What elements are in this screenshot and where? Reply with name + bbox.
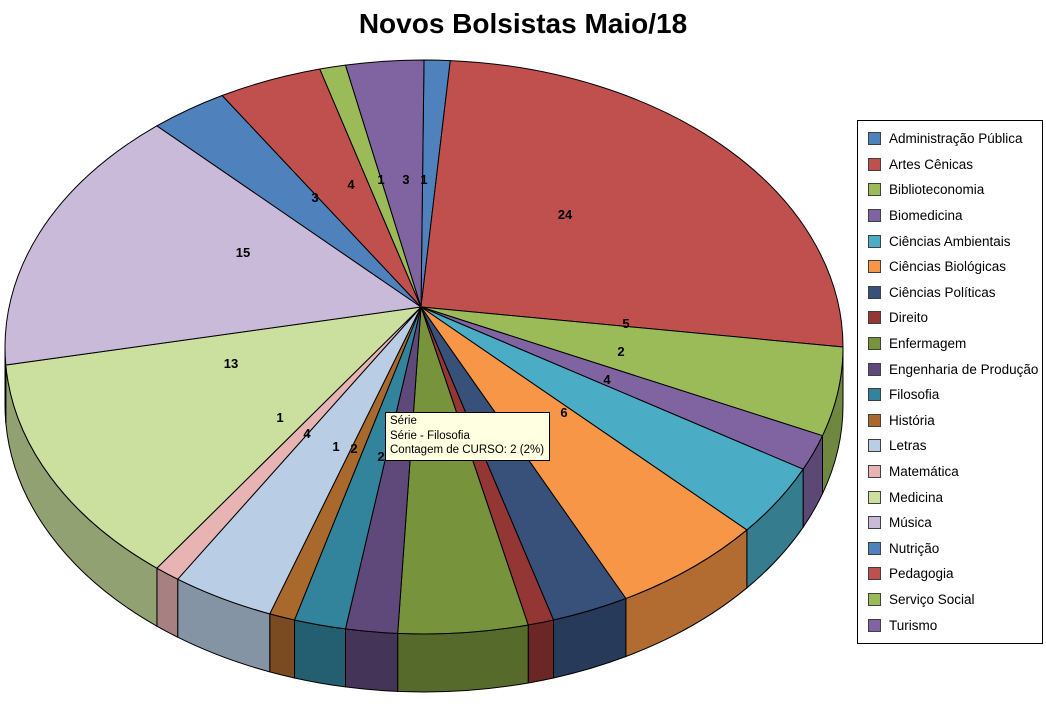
chart-legend: Administração Pública Artes Cênicas Biblio… bbox=[857, 120, 1043, 644]
legend-label-servico-social: Serviço Social bbox=[889, 592, 975, 608]
legend-label-historia: História bbox=[889, 412, 935, 428]
pie-value-label-matematica: 1 bbox=[276, 410, 283, 425]
legend-swatch-biomedicina bbox=[868, 208, 881, 222]
legend-label-turismo: Turismo bbox=[889, 617, 938, 633]
legend-item-engenharia-de-producao: Engenharia de Produção bbox=[868, 357, 1042, 381]
legend-item-biblioteconomia: Biblioteconomia bbox=[868, 178, 1042, 202]
pie-slice-side-enfermagem bbox=[397, 624, 529, 693]
pie-value-label-engenharia-de-producao: 2 bbox=[377, 449, 384, 464]
legend-label-ciencias-politicas: Ciências Políticas bbox=[889, 284, 996, 300]
legend-item-pedagogia: Pedagogia bbox=[868, 562, 1042, 586]
pie-value-label-ciencias-biologicas: 6 bbox=[560, 405, 567, 420]
legend-swatch-letras bbox=[868, 439, 881, 453]
pie-value-label-pedagogia: 4 bbox=[347, 177, 355, 192]
legend-item-musica: Música bbox=[868, 511, 1042, 535]
legend-item-filosofia: Filosofia bbox=[868, 383, 1042, 407]
legend-item-ciencias-politicas: Ciências Políticas bbox=[868, 280, 1042, 304]
pie-slice-artes-cenicas[interactable] bbox=[420, 60, 844, 348]
legend-label-administracao-publica: Administração Pública bbox=[889, 131, 1023, 147]
legend-item-enfermagem: Enfermagem bbox=[868, 331, 1042, 355]
pie-slice-turismo[interactable] bbox=[344, 59, 425, 308]
legend-item-medicina: Medicina bbox=[868, 485, 1042, 509]
pie-slice-musica[interactable] bbox=[4, 125, 423, 366]
pie-value-label-historia: 1 bbox=[332, 439, 339, 454]
pie-slice-side-engenharia-de-producao bbox=[344, 628, 399, 692]
legend-swatch-administracao-publica bbox=[868, 132, 881, 146]
legend-swatch-musica bbox=[868, 516, 881, 530]
pie-value-label-nutricao: 3 bbox=[311, 190, 318, 205]
legend-swatch-artes-cenicas bbox=[868, 157, 881, 171]
legend-label-musica: Música bbox=[889, 515, 932, 531]
pie-value-label-administracao-publica: 1 bbox=[420, 172, 427, 187]
tooltip-series-line: Série bbox=[390, 415, 417, 427]
legend-item-nutricao: Nutrição bbox=[868, 536, 1042, 560]
legend-swatch-enfermagem bbox=[868, 336, 881, 350]
legend-label-medicina: Medicina bbox=[889, 489, 944, 505]
legend-swatch-matematica bbox=[868, 465, 881, 479]
legend-item-administracao-publica: Administração Pública bbox=[868, 127, 1042, 151]
pie-value-label-biblioteconomia: 5 bbox=[622, 316, 629, 331]
legend-label-direito: Direito bbox=[889, 310, 929, 326]
pie-value-label-biomedicina: 2 bbox=[617, 344, 624, 359]
legend-item-servico-social: Serviço Social bbox=[868, 588, 1042, 612]
tooltip-value-line: Contagem de CURSO: 2 (2%) bbox=[390, 444, 545, 456]
legend-label-filosofia: Filosofia bbox=[889, 387, 940, 403]
legend-label-biblioteconomia: Biblioteconomia bbox=[889, 182, 985, 198]
legend-label-nutricao: Nutrição bbox=[889, 540, 940, 556]
legend-item-matematica: Matemática bbox=[868, 460, 1042, 484]
legend-swatch-ciencias-ambientais bbox=[868, 234, 881, 248]
legend-swatch-pedagogia bbox=[868, 567, 881, 581]
legend-label-biomedicina: Biomedicina bbox=[889, 207, 963, 223]
legend-label-engenharia-de-producao: Engenharia de Produção bbox=[889, 361, 1039, 377]
chart-title: Novos Bolsistas Maio/18 bbox=[358, 8, 688, 39]
legend-item-direito: Direito bbox=[868, 306, 1042, 330]
legend-swatch-biblioteconomia bbox=[868, 183, 881, 197]
pie-slice-side-direito bbox=[527, 619, 554, 684]
legend-item-biomedicina: Biomedicina bbox=[868, 203, 1042, 227]
pie-slice-side-matematica bbox=[156, 567, 179, 638]
legend-label-enfermagem: Enfermagem bbox=[889, 335, 967, 351]
legend-swatch-turismo bbox=[868, 618, 881, 632]
pie-slice-ciencias-biologicas[interactable] bbox=[420, 306, 748, 600]
pie-slice-side-filosofia bbox=[294, 619, 346, 688]
legend-item-ciencias-biologicas: Ciências Biológicas bbox=[868, 255, 1042, 279]
legend-swatch-historia bbox=[868, 413, 881, 427]
hover-tooltip: Série Série - Filosofia Contagem de CURS… bbox=[385, 412, 551, 461]
pie-value-label-medicina: 13 bbox=[224, 356, 238, 371]
legend-swatch-servico-social bbox=[868, 593, 881, 607]
pie-slice-medicina[interactable] bbox=[5, 306, 423, 569]
legend-item-ciencias-ambientais: Ciências Ambientais bbox=[868, 229, 1042, 253]
legend-item-historia: História bbox=[868, 408, 1042, 432]
pie-value-label-turismo: 3 bbox=[402, 172, 409, 187]
legend-label-ciencias-biologicas: Ciências Biológicas bbox=[889, 259, 1007, 275]
legend-swatch-nutricao bbox=[868, 541, 881, 555]
pie-slice-side-historia bbox=[269, 613, 296, 679]
pie-value-label-musica: 15 bbox=[236, 245, 250, 260]
legend-swatch-ciencias-politicas bbox=[868, 285, 881, 299]
legend-swatch-filosofia bbox=[868, 388, 881, 402]
legend-label-pedagogia: Pedagogia bbox=[889, 566, 954, 582]
legend-label-ciencias-ambientais: Ciências Ambientais bbox=[889, 233, 1011, 249]
pie-value-label-letras: 4 bbox=[303, 426, 311, 441]
pie-value-label-ciencias-ambientais: 4 bbox=[603, 372, 611, 387]
legend-label-artes-cenicas: Artes Cênicas bbox=[889, 156, 974, 172]
legend-item-letras: Letras bbox=[868, 434, 1042, 458]
legend-swatch-medicina bbox=[868, 490, 881, 504]
tooltip-category-line: Série - Filosofia bbox=[390, 429, 470, 442]
legend-label-matematica: Matemática bbox=[889, 464, 959, 480]
legend-swatch-engenharia-de-producao bbox=[868, 362, 881, 376]
pie-value-label-servico-social: 1 bbox=[377, 172, 384, 187]
legend-item-artes-cenicas: Artes Cênicas bbox=[868, 152, 1042, 176]
legend-label-letras: Letras bbox=[889, 438, 927, 454]
legend-swatch-ciencias-biologicas bbox=[868, 260, 881, 274]
pie-value-label-artes-cenicas: 24 bbox=[558, 207, 573, 222]
legend-item-turismo: Turismo bbox=[868, 613, 1042, 637]
pie-value-label-filosofia: 2 bbox=[350, 441, 357, 456]
legend-swatch-direito bbox=[868, 311, 881, 325]
